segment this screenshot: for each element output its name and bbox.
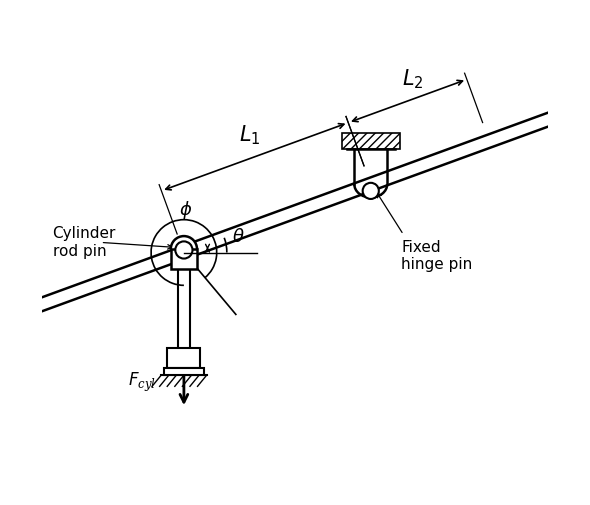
Text: $L_2$: $L_2$ [402,67,424,91]
Circle shape [363,183,379,199]
Text: Cylinder
rod pin: Cylinder rod pin [53,226,116,259]
Bar [342,133,400,149]
Text: $L_1$: $L_1$ [239,123,261,146]
Bar [163,368,204,375]
Text: $\theta$: $\theta$ [232,228,244,246]
Bar [168,348,201,368]
Text: $\phi$: $\phi$ [179,199,192,221]
Wedge shape [171,236,197,249]
Circle shape [175,241,192,259]
Text: $F_{\mathregular{cyl}}$: $F_{\mathregular{cyl}}$ [128,371,156,394]
Bar [171,249,197,269]
Text: Fixed
hinge pin: Fixed hinge pin [401,240,473,272]
